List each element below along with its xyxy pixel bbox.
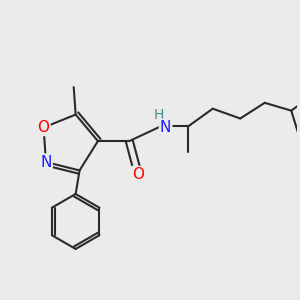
Text: O: O bbox=[132, 167, 144, 182]
Text: H: H bbox=[154, 108, 164, 122]
Text: O: O bbox=[38, 120, 50, 135]
Text: N: N bbox=[40, 154, 52, 169]
Text: N: N bbox=[160, 120, 171, 135]
